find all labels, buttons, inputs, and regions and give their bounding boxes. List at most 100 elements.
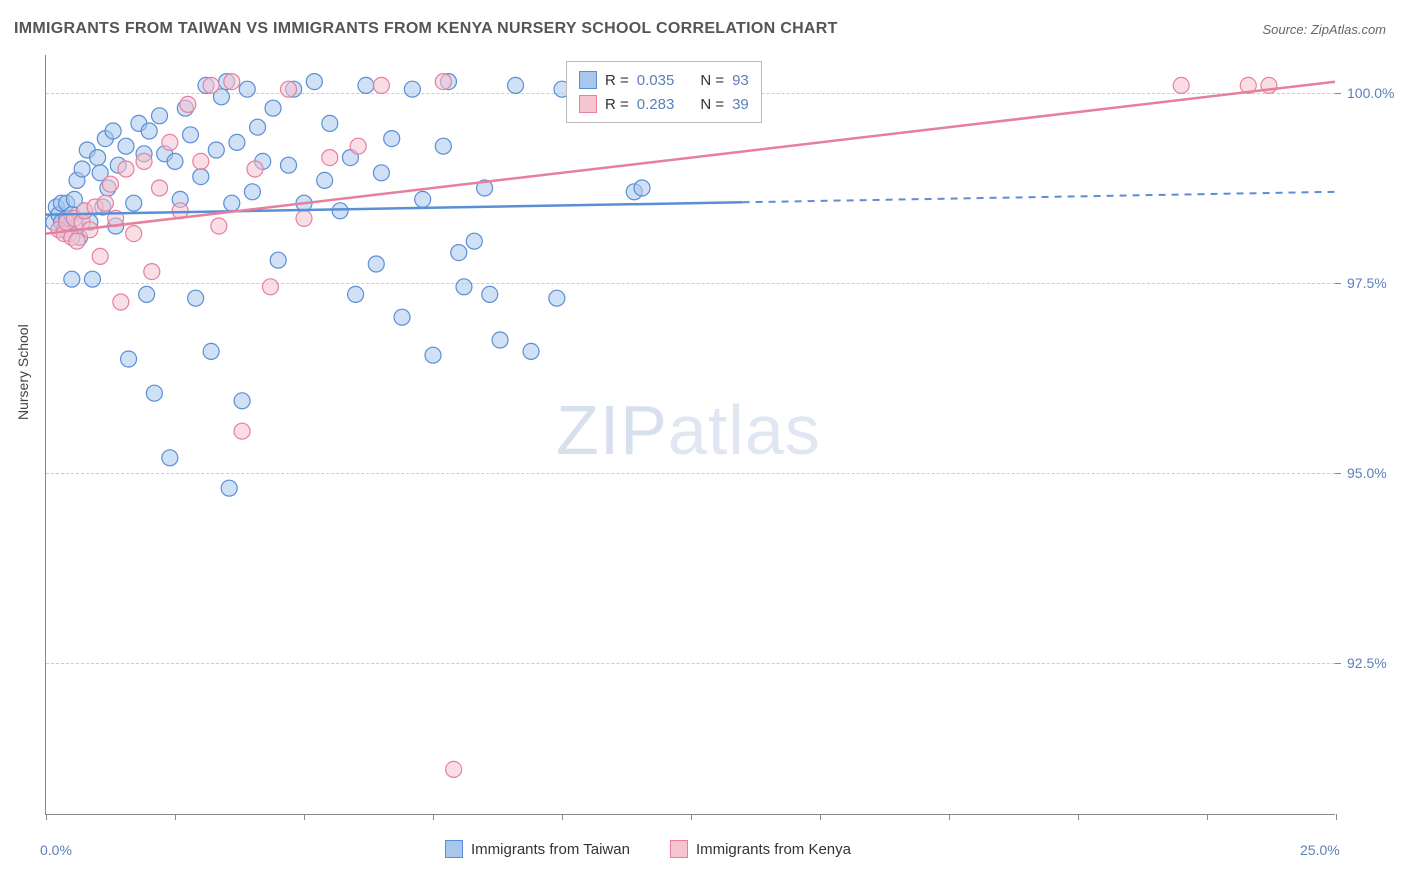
- data-point: [126, 195, 142, 211]
- data-point: [203, 77, 219, 93]
- data-point: [262, 279, 278, 295]
- data-point: [162, 450, 178, 466]
- data-point: [373, 165, 389, 181]
- data-point: [322, 150, 338, 166]
- source-label: Source: ZipAtlas.com: [1262, 22, 1386, 37]
- legend-stats-row-2: R = 0.283 N = 39: [579, 92, 749, 116]
- data-point: [144, 264, 160, 280]
- data-point: [435, 138, 451, 154]
- y-tick: [1335, 93, 1341, 94]
- chart-container: IMMIGRANTS FROM TAIWAN VS IMMIGRANTS FRO…: [0, 0, 1406, 892]
- data-point: [348, 286, 364, 302]
- data-point: [549, 290, 565, 306]
- data-point: [97, 195, 113, 211]
- data-point: [317, 172, 333, 188]
- x-tick: [175, 814, 176, 820]
- data-point: [265, 100, 281, 116]
- data-point: [435, 74, 451, 90]
- data-point: [247, 161, 263, 177]
- data-point: [244, 184, 260, 200]
- x-tick: [1336, 814, 1337, 820]
- legend-item-kenya: Immigrants from Kenya: [670, 840, 851, 858]
- data-point: [146, 385, 162, 401]
- data-point: [415, 191, 431, 207]
- plot-area: ZIPatlas R = 0.035 N = 93 R = 0.283 N = …: [45, 55, 1335, 815]
- data-point: [350, 138, 366, 154]
- data-point: [404, 81, 420, 97]
- data-point: [306, 74, 322, 90]
- data-point: [322, 115, 338, 131]
- y-tick-label: 92.5%: [1347, 655, 1387, 671]
- r-value-2: 0.283: [637, 96, 675, 113]
- data-point: [508, 77, 524, 93]
- legend-swatch-taiwan: [579, 71, 597, 89]
- data-point: [69, 233, 85, 249]
- x-tick: [433, 814, 434, 820]
- n-label-1: N =: [700, 72, 724, 89]
- data-point: [358, 77, 374, 93]
- regression-line-extrapolated: [743, 192, 1335, 202]
- data-point: [84, 271, 100, 287]
- data-point: [126, 226, 142, 242]
- legend-label-taiwan: Immigrants from Taiwan: [471, 841, 630, 858]
- data-point: [103, 176, 119, 192]
- x-tick: [949, 814, 950, 820]
- legend-stats: R = 0.035 N = 93 R = 0.283 N = 39: [566, 61, 762, 123]
- y-tick: [1335, 473, 1341, 474]
- data-point: [141, 123, 157, 139]
- x-tick: [304, 814, 305, 820]
- data-point: [451, 245, 467, 261]
- data-point: [167, 153, 183, 169]
- y-tick-label: 95.0%: [1347, 465, 1387, 481]
- data-point: [224, 195, 240, 211]
- data-point: [239, 81, 255, 97]
- x-tick: [562, 814, 563, 820]
- y-axis-label: Nursery School: [15, 324, 31, 420]
- data-point: [523, 343, 539, 359]
- data-point: [466, 233, 482, 249]
- legend-stats-row-1: R = 0.035 N = 93: [579, 68, 749, 92]
- data-point: [234, 423, 250, 439]
- data-point: [90, 150, 106, 166]
- data-point: [296, 210, 312, 226]
- data-point: [221, 480, 237, 496]
- data-point: [634, 180, 650, 196]
- data-point: [446, 761, 462, 777]
- x-tick: [1078, 814, 1079, 820]
- data-point: [373, 77, 389, 93]
- y-tick-label: 100.0%: [1347, 85, 1394, 101]
- data-point: [64, 271, 80, 287]
- n-value-1: 93: [732, 72, 749, 89]
- n-value-2: 39: [732, 96, 749, 113]
- y-tick: [1335, 283, 1341, 284]
- data-point: [229, 134, 245, 150]
- data-point: [113, 294, 129, 310]
- data-point: [250, 119, 266, 135]
- legend-label-kenya: Immigrants from Kenya: [696, 841, 851, 858]
- regression-line: [46, 202, 743, 214]
- data-point: [368, 256, 384, 272]
- chart-svg: [46, 55, 1335, 814]
- legend-swatch-kenya: [579, 95, 597, 113]
- x-tick: [691, 814, 692, 820]
- x-tick: [46, 814, 47, 820]
- data-point: [121, 351, 137, 367]
- data-point: [332, 203, 348, 219]
- data-point: [182, 127, 198, 143]
- data-point: [281, 81, 297, 97]
- data-point: [384, 131, 400, 147]
- r-value-1: 0.035: [637, 72, 675, 89]
- data-point: [139, 286, 155, 302]
- data-point: [74, 161, 90, 177]
- data-point: [118, 161, 134, 177]
- data-point: [281, 157, 297, 173]
- legend-swatch-taiwan-2: [445, 840, 463, 858]
- r-label-1: R =: [605, 72, 629, 89]
- data-point: [208, 142, 224, 158]
- data-point: [188, 290, 204, 306]
- r-label-2: R =: [605, 96, 629, 113]
- legend-series: Immigrants from Taiwan Immigrants from K…: [445, 840, 851, 858]
- data-point: [193, 153, 209, 169]
- data-point: [270, 252, 286, 268]
- data-point: [105, 123, 121, 139]
